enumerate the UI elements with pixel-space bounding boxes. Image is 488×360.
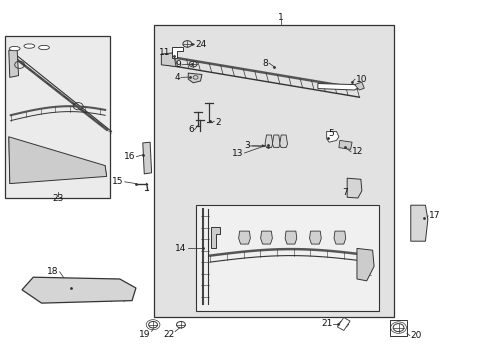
Polygon shape [279,135,287,148]
Text: 2: 2 [215,118,221,127]
Polygon shape [272,135,280,148]
Polygon shape [22,277,136,303]
Text: 5: 5 [328,129,334,138]
Polygon shape [172,47,183,58]
Text: 17: 17 [428,211,440,220]
Polygon shape [317,84,359,90]
Text: 4: 4 [174,73,180,82]
Text: 19: 19 [138,330,150,338]
Bar [154,25,393,317]
Polygon shape [410,205,427,241]
Polygon shape [356,248,373,281]
Text: 12: 12 [351,148,363,156]
Polygon shape [161,53,176,67]
Bar [5,36,110,198]
Text: 21: 21 [321,320,332,328]
Text: 8: 8 [262,58,267,68]
Text: 14: 14 [175,244,186,253]
Polygon shape [337,318,349,330]
Text: 9: 9 [175,60,181,69]
Bar [389,320,406,336]
Text: 20: 20 [410,331,421,340]
Polygon shape [285,231,296,244]
Polygon shape [338,140,351,149]
Ellipse shape [9,46,20,51]
Text: 13: 13 [231,149,243,158]
Polygon shape [326,131,338,142]
Text: 22: 22 [163,330,175,338]
Text: 18: 18 [47,267,59,276]
Text: 3: 3 [244,141,250,150]
Ellipse shape [39,45,49,50]
Polygon shape [354,82,364,90]
Polygon shape [260,231,272,244]
Bar [195,205,378,311]
Text: 23: 23 [52,194,63,203]
Polygon shape [264,135,272,148]
Polygon shape [211,227,220,248]
Text: 16: 16 [123,152,135,161]
Polygon shape [9,137,106,184]
Ellipse shape [24,44,35,48]
Polygon shape [142,142,151,174]
Text: 15: 15 [112,177,123,186]
Text: 1: 1 [278,13,284,22]
Polygon shape [309,231,321,244]
Text: 11: 11 [158,49,170,57]
Polygon shape [346,178,361,198]
Text: 24: 24 [195,40,206,49]
Polygon shape [333,231,345,244]
Text: 10: 10 [355,75,367,84]
Text: 7: 7 [342,188,347,197]
Text: 6: 6 [187,125,193,134]
Polygon shape [238,231,250,244]
Polygon shape [9,50,19,77]
Polygon shape [188,73,202,83]
